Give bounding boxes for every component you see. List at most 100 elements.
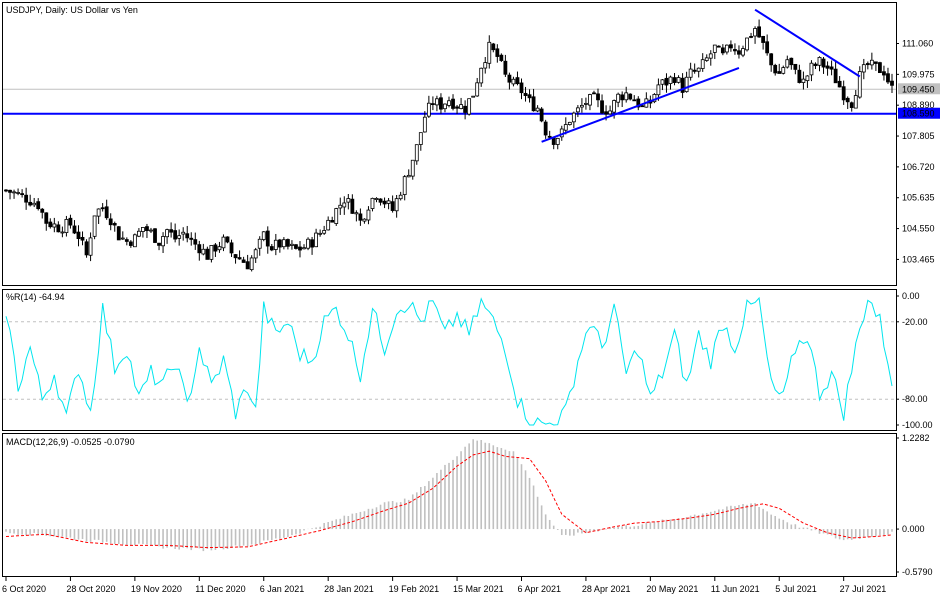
candle-body [56, 224, 61, 233]
candle-body [318, 232, 323, 235]
time-tick-label: 28 Oct 2020 [66, 584, 115, 594]
trendline-ascending [541, 67, 740, 143]
candle-body [829, 66, 834, 70]
candle-body [471, 95, 476, 98]
candle-body [261, 231, 266, 240]
candle-body [193, 239, 198, 245]
candle-body [362, 218, 367, 222]
candle-body [443, 103, 447, 110]
candle-body [149, 229, 153, 232]
time-tick-label: 28 Jan 2021 [324, 584, 374, 594]
candle-body [869, 59, 874, 66]
candle-body [237, 257, 242, 260]
candle-body [660, 79, 665, 85]
candle-body [116, 226, 121, 241]
candle-body [841, 86, 846, 101]
candle-body [733, 49, 737, 52]
candle-body [463, 105, 468, 113]
wr-plot [3, 296, 896, 426]
candle-body [334, 208, 339, 224]
candle-body [241, 259, 246, 263]
candle-body [656, 84, 661, 96]
candle-body [596, 93, 600, 101]
candle-body [96, 208, 101, 217]
candle-body [338, 204, 343, 209]
macd-tick-label: 0.000 [902, 524, 925, 534]
price-axis: 111.060 109.975 108.890 107.805 106.720 105.6… [896, 39, 935, 577]
candle-body [555, 137, 560, 145]
candle-body [761, 35, 766, 43]
price-tick-label: 108.890 [902, 100, 935, 110]
candle-body [624, 92, 629, 101]
candle-body [40, 208, 45, 213]
candle-body [801, 78, 806, 83]
candle-body [253, 249, 258, 259]
candle-body [205, 248, 210, 260]
candle-body [108, 218, 113, 226]
candle-body [213, 244, 218, 252]
candle-body [342, 202, 347, 208]
candle-body [741, 48, 745, 56]
candle-body [330, 219, 335, 223]
candle-body [32, 202, 37, 206]
candle-body [370, 197, 375, 209]
candle-body [515, 77, 520, 85]
candle-body [672, 77, 677, 83]
candle-body [749, 36, 753, 38]
candle-body [668, 76, 673, 84]
candle-body [696, 67, 701, 72]
candle-body [169, 229, 174, 233]
candle-body [890, 80, 894, 86]
price-tick-label: 109.975 [902, 69, 935, 79]
candle-body [390, 201, 395, 211]
candle-body [571, 112, 576, 123]
candle-body [406, 174, 411, 178]
price-tick-label: 111.060 [902, 39, 933, 49]
macd-plot [5, 439, 893, 552]
candle-body [527, 94, 532, 99]
candle-body [52, 223, 57, 228]
candle-body [422, 116, 427, 133]
candle-body [294, 244, 298, 249]
candle-body [354, 212, 359, 215]
candle-body [217, 246, 222, 251]
candle-body [551, 137, 556, 145]
candle-body [483, 62, 488, 69]
candle-body [495, 48, 500, 57]
candle-body [4, 189, 8, 192]
candle-body [265, 230, 270, 247]
candle-body [100, 207, 105, 210]
wr-tick-label: 0.00 [902, 291, 920, 301]
candle-body [374, 197, 379, 200]
candle-body [737, 50, 741, 55]
candle-body [346, 198, 351, 203]
time-tick-label: 20 May 2021 [646, 584, 698, 594]
macd-indicator-label: MACD(12,26,9) -0.0525 -0.0790 [6, 437, 135, 447]
time-tick-label: 27 Jul 2021 [840, 584, 887, 594]
candle-body [789, 57, 794, 66]
candle-body [620, 94, 625, 101]
candle-body [547, 135, 552, 138]
current-price-tag [898, 83, 940, 95]
candle-body [402, 176, 407, 195]
candle-body [378, 198, 383, 203]
candle-body [503, 60, 508, 75]
candle-body [12, 191, 16, 194]
candle-body [700, 59, 705, 69]
macd-tick-label: 1.2282 [902, 433, 930, 443]
candle-body [225, 236, 230, 243]
candle-body [821, 58, 826, 68]
candle-body [16, 192, 20, 194]
time-tick-label: 19 Nov 2020 [131, 584, 182, 594]
candle-body [173, 230, 178, 240]
candle-body [886, 73, 890, 83]
candle-body [249, 257, 254, 271]
candle-body [233, 254, 238, 259]
candle-body [153, 228, 157, 243]
candle-body [584, 102, 588, 105]
time-tick-label: 6 Jan 2021 [260, 584, 305, 594]
candle-body [865, 63, 870, 66]
chart-title: USDJPY, Daily: US Dollar vs Yen [6, 5, 138, 15]
candle-body [112, 223, 117, 226]
time-tick-label: 15 Mar 2021 [453, 584, 504, 594]
